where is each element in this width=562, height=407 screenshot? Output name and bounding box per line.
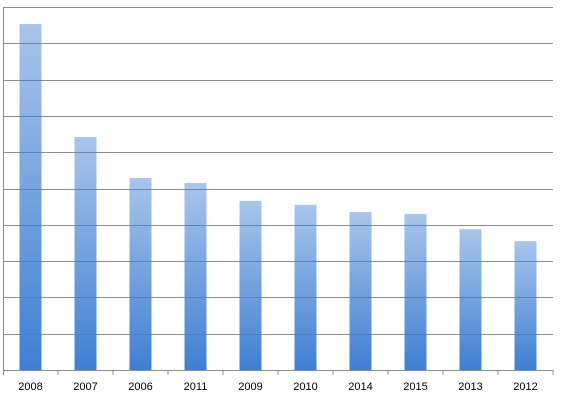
- x-tick-label: 2013: [458, 381, 482, 393]
- bar: [184, 183, 207, 370]
- x-tick-label: 2015: [403, 381, 427, 393]
- x-tick-label: 2007: [73, 381, 97, 393]
- bar: [514, 241, 537, 370]
- bar: [294, 204, 317, 370]
- x-tick-label: 2008: [18, 381, 42, 393]
- x-tick-label: 2012: [513, 381, 537, 393]
- bar: [74, 136, 97, 370]
- bar: [404, 213, 427, 370]
- bar: [129, 177, 152, 370]
- x-tick-label: 2009: [238, 381, 262, 393]
- bar: [239, 200, 262, 370]
- bar: [459, 229, 482, 370]
- bar: [19, 24, 42, 370]
- x-tick-label: 2011: [184, 381, 208, 393]
- x-tick-label: 2014: [348, 381, 372, 393]
- x-tick-label: 2010: [293, 381, 317, 393]
- x-tick-label: 2006: [128, 381, 152, 393]
- bar: [349, 212, 372, 370]
